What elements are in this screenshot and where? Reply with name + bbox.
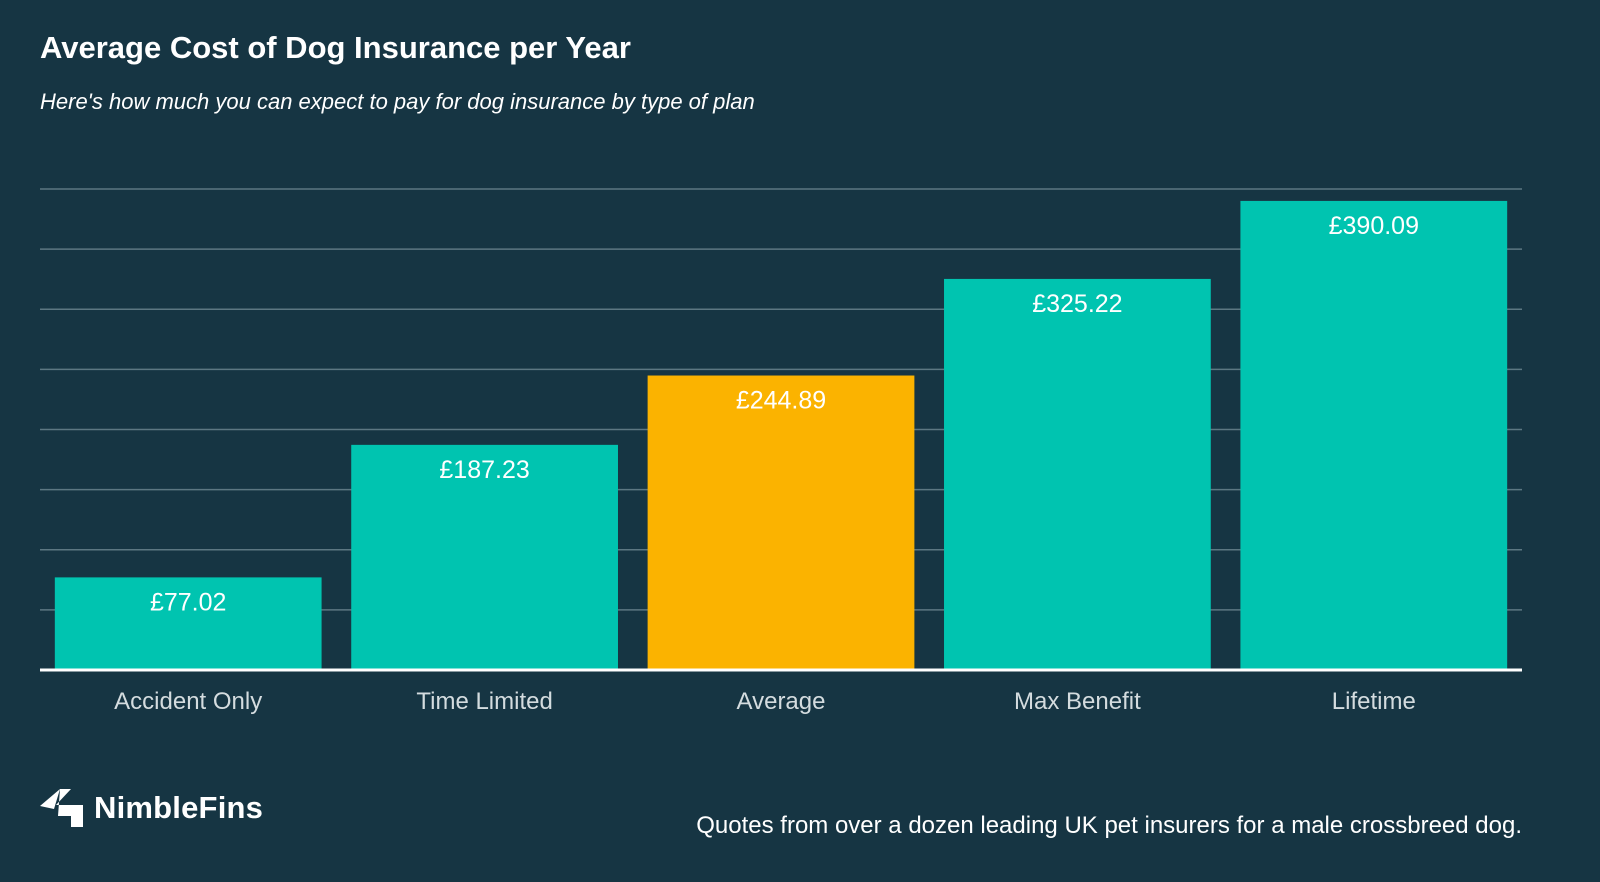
bars — [54, 200, 1508, 670]
x-tick-label: Accident Only — [114, 688, 262, 715]
nimblefins-logo-icon — [40, 789, 83, 827]
bar-chart: £77.02 £187.23 £244.89 £325.22 £390.09 Accid… — [40, 188, 1522, 715]
x-tick-label: Time Limited — [416, 688, 552, 715]
chart-title: Average Cost of Dog Insurance per Year — [40, 30, 631, 65]
bar-accident-only — [54, 577, 322, 670]
bar-max-benefit — [944, 278, 1211, 670]
x-tick-labels: Accident Only Time Limited Average Max Bene… — [114, 688, 1416, 715]
x-tick-label: Lifetime — [1332, 688, 1416, 715]
source-footnote: Quotes from over a dozen leading UK pet … — [696, 812, 1522, 839]
data-labels: £77.02 £187.23 £244.89 £325.22 £390.09 — [150, 212, 1419, 616]
data-label: £390.09 — [1329, 212, 1419, 240]
brand-logo: NimbleFins — [40, 788, 263, 828]
data-label: £325.22 — [1032, 290, 1122, 318]
bar-average — [647, 375, 915, 670]
brand-name: NimbleFins — [94, 790, 264, 825]
x-tick-label: Average — [737, 688, 826, 715]
bar-time-limited — [351, 444, 618, 670]
bar-lifetime — [1240, 200, 1508, 670]
data-label: £244.89 — [736, 387, 826, 415]
chart-subtitle: Here's how much you can expect to pay fo… — [40, 89, 755, 114]
x-tick-label: Max Benefit — [1014, 688, 1141, 715]
data-label: £187.23 — [439, 456, 529, 484]
data-label: £77.02 — [150, 588, 226, 616]
